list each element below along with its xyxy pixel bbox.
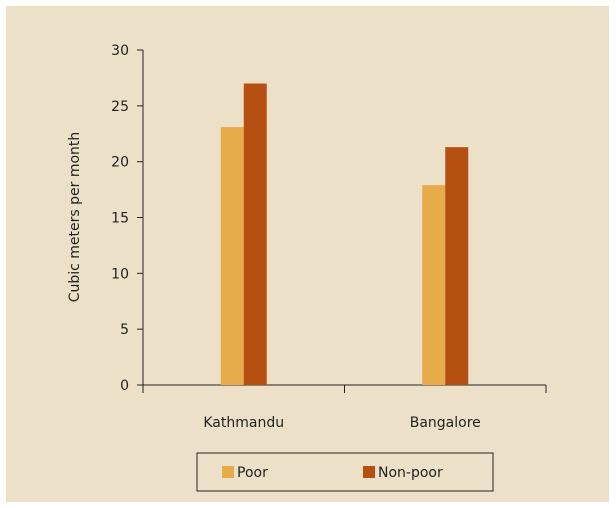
y-tick-label: 5: [120, 322, 129, 338]
y-tick-label: 15: [111, 211, 129, 227]
legend: Poor Non-poor: [196, 452, 494, 492]
y-axis: 0 5 10 15 20 25 30: [111, 43, 144, 394]
legend-swatch: [222, 466, 234, 478]
legend-label: Non-poor: [378, 465, 443, 481]
y-tick-label: 10: [111, 266, 129, 282]
bar-poor-kathmandu: [220, 127, 244, 386]
y-tick-label: 30: [111, 43, 129, 59]
x-category-label: Kathmandu: [203, 415, 284, 431]
legend-swatch: [363, 466, 375, 478]
legend-label: Poor: [237, 465, 268, 481]
bars: [220, 83, 469, 386]
y-tick-label: 20: [111, 155, 129, 171]
y-tick-label: 25: [111, 99, 129, 115]
chart-panel: [6, 6, 609, 502]
x-axis: Kathmandu Bangalore: [142, 384, 547, 431]
x-category-label: Bangalore: [410, 415, 481, 431]
y-tick-label: 0: [120, 378, 129, 394]
bar-non-poor-bangalore: [445, 147, 469, 385]
legend-box: [196, 452, 494, 492]
bar-non-poor-kathmandu: [243, 83, 267, 385]
y-axis-title: Cubic meters per month: [67, 132, 83, 303]
bar-poor-bangalore: [422, 185, 446, 385]
